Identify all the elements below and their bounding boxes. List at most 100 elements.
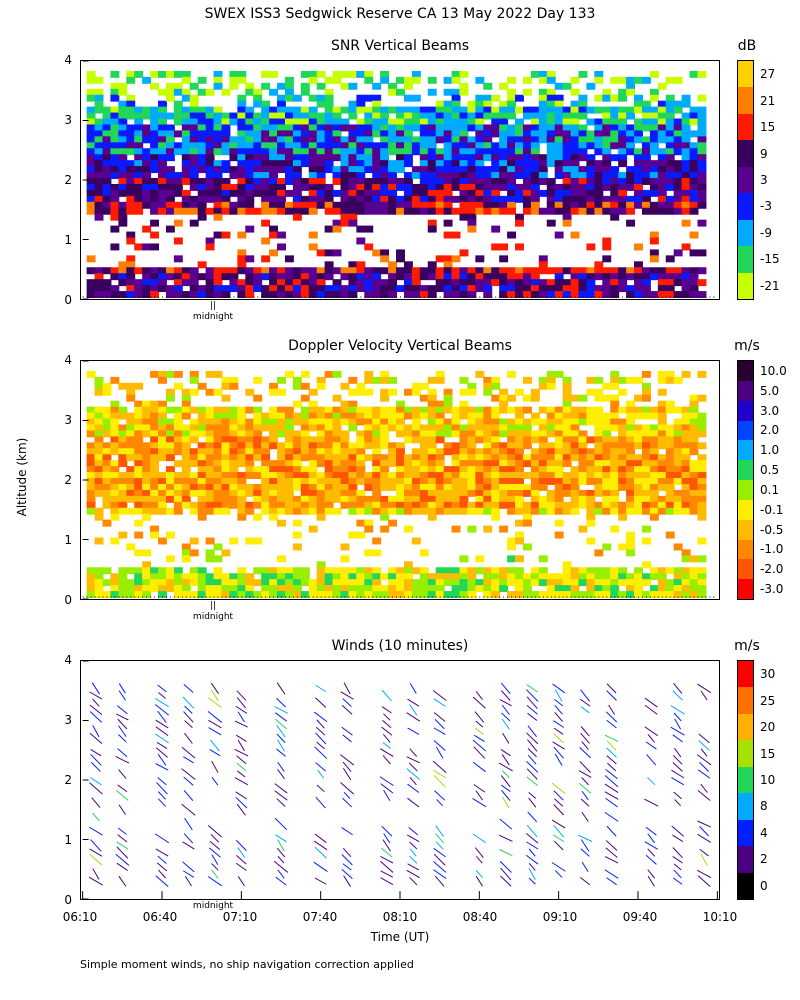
heatmap-cell <box>396 448 405 456</box>
heatmap-cell <box>435 478 445 485</box>
heatmap-cell <box>261 454 271 462</box>
colorbar-swatch <box>738 193 753 221</box>
heatmap-cell <box>332 507 342 515</box>
heatmap-cell <box>126 201 136 209</box>
heatmap-cell <box>292 460 302 468</box>
heatmap-cell <box>491 172 501 180</box>
heatmap-cell <box>586 418 596 426</box>
winds-midnight-label: midnight <box>192 901 234 911</box>
heatmap-cell <box>284 442 294 450</box>
wind-barb <box>276 798 286 807</box>
heatmap-cell <box>634 442 643 450</box>
heatmap-cell <box>443 478 453 485</box>
heatmap-cell <box>340 400 350 408</box>
heatmap-cell <box>340 579 350 587</box>
heatmap-cell <box>507 543 517 551</box>
heatmap-cell <box>324 472 334 480</box>
heatmap-cell <box>641 267 651 275</box>
heatmap-cell <box>475 172 485 180</box>
heatmap-cell <box>340 291 350 299</box>
heatmap-cell <box>459 430 469 438</box>
heatmap-cell <box>419 142 429 150</box>
heatmap-cell <box>507 279 517 287</box>
heatmap-cell <box>435 201 445 209</box>
heatmap-cell <box>356 100 366 108</box>
wind-barb <box>274 817 288 831</box>
wind-barb <box>581 861 589 872</box>
heatmap-cell <box>649 513 659 521</box>
heatmap-cell <box>681 183 691 191</box>
heatmap-cell <box>277 118 286 126</box>
heatmap-cell <box>277 291 286 299</box>
heatmap-cell <box>372 460 382 468</box>
heatmap-cell <box>86 136 96 144</box>
heatmap-cell <box>396 124 405 132</box>
heatmap-cell <box>459 376 469 384</box>
heatmap-cell <box>134 585 144 593</box>
wind-barb <box>475 875 483 887</box>
heatmap-cell <box>118 424 128 432</box>
heatmap-cell <box>181 555 191 563</box>
heatmap-cell <box>530 472 540 480</box>
wind-barb <box>697 833 711 843</box>
heatmap-cell <box>189 142 199 150</box>
heatmap-cell <box>245 466 255 474</box>
heatmap-cell <box>348 124 358 132</box>
heatmap-cell <box>697 483 707 491</box>
heatmap-cell <box>142 160 152 168</box>
wind-barb <box>500 784 511 793</box>
heatmap-cell <box>618 460 628 468</box>
heatmap-cell <box>649 94 659 102</box>
heatmap-cell <box>118 382 128 390</box>
heatmap-cell <box>562 213 572 221</box>
heatmap-cell <box>419 172 429 180</box>
heatmap-cell <box>245 148 255 156</box>
heatmap-cell <box>213 472 223 480</box>
heatmap-cell <box>372 507 382 515</box>
wind-barb <box>432 760 447 774</box>
heatmap-cell <box>253 406 263 414</box>
heatmap-cell <box>602 142 612 150</box>
heatmap-cell <box>110 442 120 450</box>
heatmap-cell <box>459 106 469 114</box>
heatmap-cell <box>134 501 144 509</box>
heatmap-cell <box>689 394 699 402</box>
heatmap-cell <box>102 136 112 144</box>
heatmap-cell <box>158 507 167 515</box>
heatmap-cell <box>245 579 255 587</box>
heatmap-cell <box>515 555 524 563</box>
colorbar-label: 2 <box>760 852 768 867</box>
wind-barb <box>343 875 351 887</box>
heatmap-cell <box>451 118 461 126</box>
heatmap-cell <box>522 178 532 185</box>
colorbar-label: 1.0 <box>760 443 780 458</box>
heatmap-cell <box>102 519 112 527</box>
heatmap-cell <box>173 436 183 444</box>
heatmap-cell <box>641 442 651 450</box>
wind-barb <box>182 841 195 850</box>
heatmap-cell <box>173 172 183 180</box>
wind-barb <box>89 732 103 744</box>
heatmap-cell <box>340 406 350 414</box>
heatmap-cell <box>586 106 596 114</box>
heatmap-cell <box>594 76 604 84</box>
wind-barb <box>580 689 590 702</box>
heatmap-cell <box>126 178 136 185</box>
heatmap-cell <box>689 424 699 432</box>
heatmap-cell <box>364 291 374 299</box>
heatmap-cell <box>292 136 302 144</box>
wind-barb <box>207 876 222 887</box>
heatmap-cell <box>419 430 429 438</box>
heatmap-cell <box>134 124 144 132</box>
heatmap-cell <box>578 136 588 144</box>
heatmap-cell <box>197 495 207 503</box>
heatmap-cell <box>507 454 517 462</box>
heatmap-cell <box>189 160 199 168</box>
heatmap-cell <box>158 178 167 185</box>
wind-barb <box>341 827 353 836</box>
heatmap-cell <box>586 489 596 497</box>
heatmap-cell <box>522 442 532 450</box>
heatmap-cell <box>554 460 564 468</box>
heatmap-cell <box>602 237 612 245</box>
heatmap-cell <box>626 436 636 444</box>
